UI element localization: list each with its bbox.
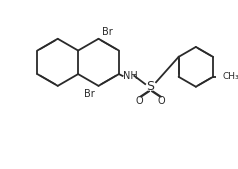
Text: NH: NH xyxy=(124,71,138,81)
Text: CH₃: CH₃ xyxy=(222,72,238,81)
Text: O: O xyxy=(158,96,165,106)
Text: O: O xyxy=(136,96,144,106)
Text: S: S xyxy=(147,80,155,93)
Text: Br: Br xyxy=(102,27,113,37)
Text: Br: Br xyxy=(84,89,95,99)
